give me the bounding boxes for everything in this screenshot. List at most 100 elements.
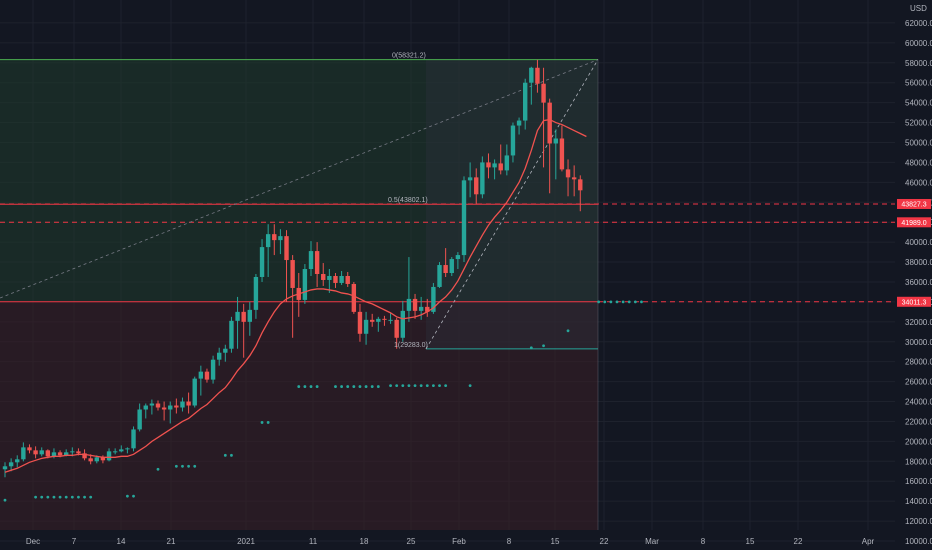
- candle-body: [168, 405, 173, 410]
- y-tick-label: 48000.0: [905, 158, 932, 167]
- indicator-dot: [297, 385, 301, 388]
- level-lines: [0, 59, 895, 530]
- candle-body: [370, 319, 375, 322]
- candle-body: [284, 236, 289, 261]
- candle-body: [241, 311, 246, 322]
- x-tick-label: Dec: [26, 537, 40, 546]
- candle-body: [455, 255, 461, 260]
- candle-body: [400, 310, 405, 338]
- indicator-dot: [468, 384, 472, 387]
- y-tick-label: 58000.0: [905, 59, 932, 68]
- price-tag-bg: [897, 296, 931, 307]
- candle-body: [467, 177, 473, 181]
- candle-body: [480, 162, 485, 195]
- candle-body: [498, 163, 503, 171]
- trend-line-long: [0, 59, 599, 299]
- candle-body: [174, 405, 179, 408]
- indicator-dot: [389, 384, 392, 387]
- candle-body: [21, 447, 26, 460]
- fib-label-0: 0(58321.2): [392, 53, 426, 60]
- candle-body: [192, 378, 197, 406]
- y-tick-label: 28000.0: [905, 358, 932, 367]
- indicator-dot: [340, 385, 343, 388]
- indicator-dot: [407, 384, 411, 387]
- candle-body: [88, 458, 93, 462]
- y-tick-label: 20000.0: [905, 437, 932, 446]
- candle-body: [321, 274, 326, 280]
- candle-body: [272, 234, 277, 241]
- y-tick-label: 38000.0: [905, 258, 932, 267]
- candle-body: [492, 163, 497, 168]
- candle-body: [94, 457, 99, 462]
- indicator-dot: [401, 384, 405, 387]
- candle-body: [388, 319, 393, 321]
- x-tick-label: 8: [701, 537, 706, 546]
- candle-body: [449, 259, 454, 274]
- candle-body: [100, 457, 106, 461]
- indicator-dot: [315, 385, 319, 388]
- indicator-dot: [52, 495, 56, 499]
- fib-label-1: 1(29283.0): [394, 342, 428, 349]
- candle-body: [376, 318, 381, 322]
- currency-label: USD: [910, 4, 927, 13]
- indicator-dot: [432, 384, 435, 387]
- indicator-dot: [193, 464, 197, 468]
- candle-body: [345, 275, 350, 284]
- indicator-dot: [376, 385, 380, 388]
- time-axis[interactable]: Dec 7 14 21 2021 11 18 25 Feb 8 15 22 Mar 8 15 22 Apr: [26, 537, 875, 546]
- candles-layer: [2, 59, 583, 478]
- candle-body: [357, 311, 363, 334]
- candle-body: [217, 352, 222, 360]
- candle-body: [204, 371, 210, 380]
- x-tick-label: 14: [117, 537, 126, 546]
- price-axis[interactable]: 10000.0 12000.0 14000.0 16000.0 18000.0 20000…: [897, 19, 932, 546]
- candle-body: [394, 319, 399, 338]
- fib-zone-lower: [0, 301, 598, 530]
- y-tick-label: 30000.0: [905, 338, 932, 347]
- candle-body: [541, 83, 546, 103]
- candle-body: [333, 275, 338, 283]
- candle-body: [39, 450, 44, 455]
- candle-body: [106, 451, 112, 461]
- x-tick-label: 7: [72, 537, 77, 546]
- candle-body: [504, 155, 510, 171]
- indicator-dot: [603, 300, 607, 304]
- indicator-dot: [633, 300, 637, 304]
- candle-body: [418, 306, 424, 311]
- indicator-dot: [230, 453, 233, 457]
- candle-body: [290, 260, 295, 288]
- candle-body: [2, 466, 8, 470]
- y-tick-label: 36000.0: [905, 278, 932, 287]
- candle-body: [247, 309, 252, 322]
- y-tick-label: 18000.0: [905, 457, 932, 466]
- price-tag-bg: [897, 217, 931, 228]
- y-tick-label: 54000.0: [905, 99, 932, 108]
- indicator-dot: [46, 495, 50, 499]
- candle-body: [553, 138, 558, 144]
- candle-body: [308, 251, 314, 270]
- y-tick-label: 22000.0: [905, 417, 932, 426]
- candle-body: [578, 179, 583, 191]
- indicator-dot: [223, 453, 227, 457]
- indicator-dot: [627, 300, 631, 304]
- candle-body: [186, 401, 191, 406]
- indicator-dot: [425, 384, 429, 387]
- indicator-dot: [444, 384, 448, 387]
- candle-body: [15, 459, 20, 463]
- indicator-dot: [181, 464, 184, 468]
- candle-body: [382, 318, 387, 320]
- candle-body: [314, 251, 320, 275]
- candle-body: [302, 269, 308, 300]
- indicator-dot: [419, 384, 423, 387]
- indicator-dot: [609, 300, 613, 304]
- moving-average-line: [4, 118, 587, 473]
- indicator-dot: [77, 495, 80, 499]
- candle-body: [27, 447, 32, 451]
- candle-body: [412, 298, 418, 311]
- candle-body: [210, 359, 216, 380]
- x-tick-label: 21: [167, 537, 176, 546]
- x-tick-label: 25: [407, 537, 416, 546]
- indicator-dot: [364, 385, 368, 388]
- candle-body: [149, 403, 155, 406]
